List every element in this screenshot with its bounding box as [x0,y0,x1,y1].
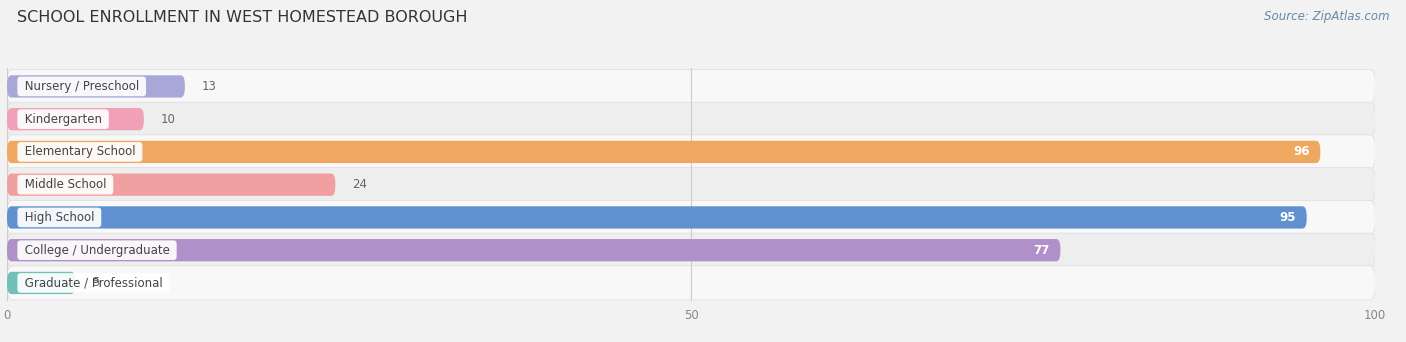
FancyBboxPatch shape [7,266,1375,300]
Text: 96: 96 [1294,145,1309,158]
Text: Middle School: Middle School [21,178,110,191]
Text: 13: 13 [201,80,217,93]
Text: Source: ZipAtlas.com: Source: ZipAtlas.com [1264,10,1389,23]
Text: Elementary School: Elementary School [21,145,139,158]
Text: 95: 95 [1279,211,1296,224]
FancyBboxPatch shape [7,168,1375,202]
FancyBboxPatch shape [7,69,1375,103]
Text: SCHOOL ENROLLMENT IN WEST HOMESTEAD BOROUGH: SCHOOL ENROLLMENT IN WEST HOMESTEAD BORO… [17,10,467,25]
Text: Nursery / Preschool: Nursery / Preschool [21,80,143,93]
Text: 24: 24 [352,178,367,191]
Text: 77: 77 [1033,244,1049,257]
FancyBboxPatch shape [7,75,184,97]
FancyBboxPatch shape [7,206,1306,228]
FancyBboxPatch shape [7,141,1320,163]
FancyBboxPatch shape [7,102,1375,136]
Text: Kindergarten: Kindergarten [21,113,105,126]
Text: 5: 5 [91,276,100,289]
Text: High School: High School [21,211,98,224]
FancyBboxPatch shape [7,233,1375,267]
FancyBboxPatch shape [7,239,1060,261]
FancyBboxPatch shape [7,200,1375,235]
Text: College / Undergraduate: College / Undergraduate [21,244,173,257]
FancyBboxPatch shape [7,135,1375,169]
FancyBboxPatch shape [7,173,336,196]
FancyBboxPatch shape [7,272,76,294]
Text: 10: 10 [160,113,176,126]
FancyBboxPatch shape [7,108,143,130]
Text: Graduate / Professional: Graduate / Professional [21,276,166,289]
